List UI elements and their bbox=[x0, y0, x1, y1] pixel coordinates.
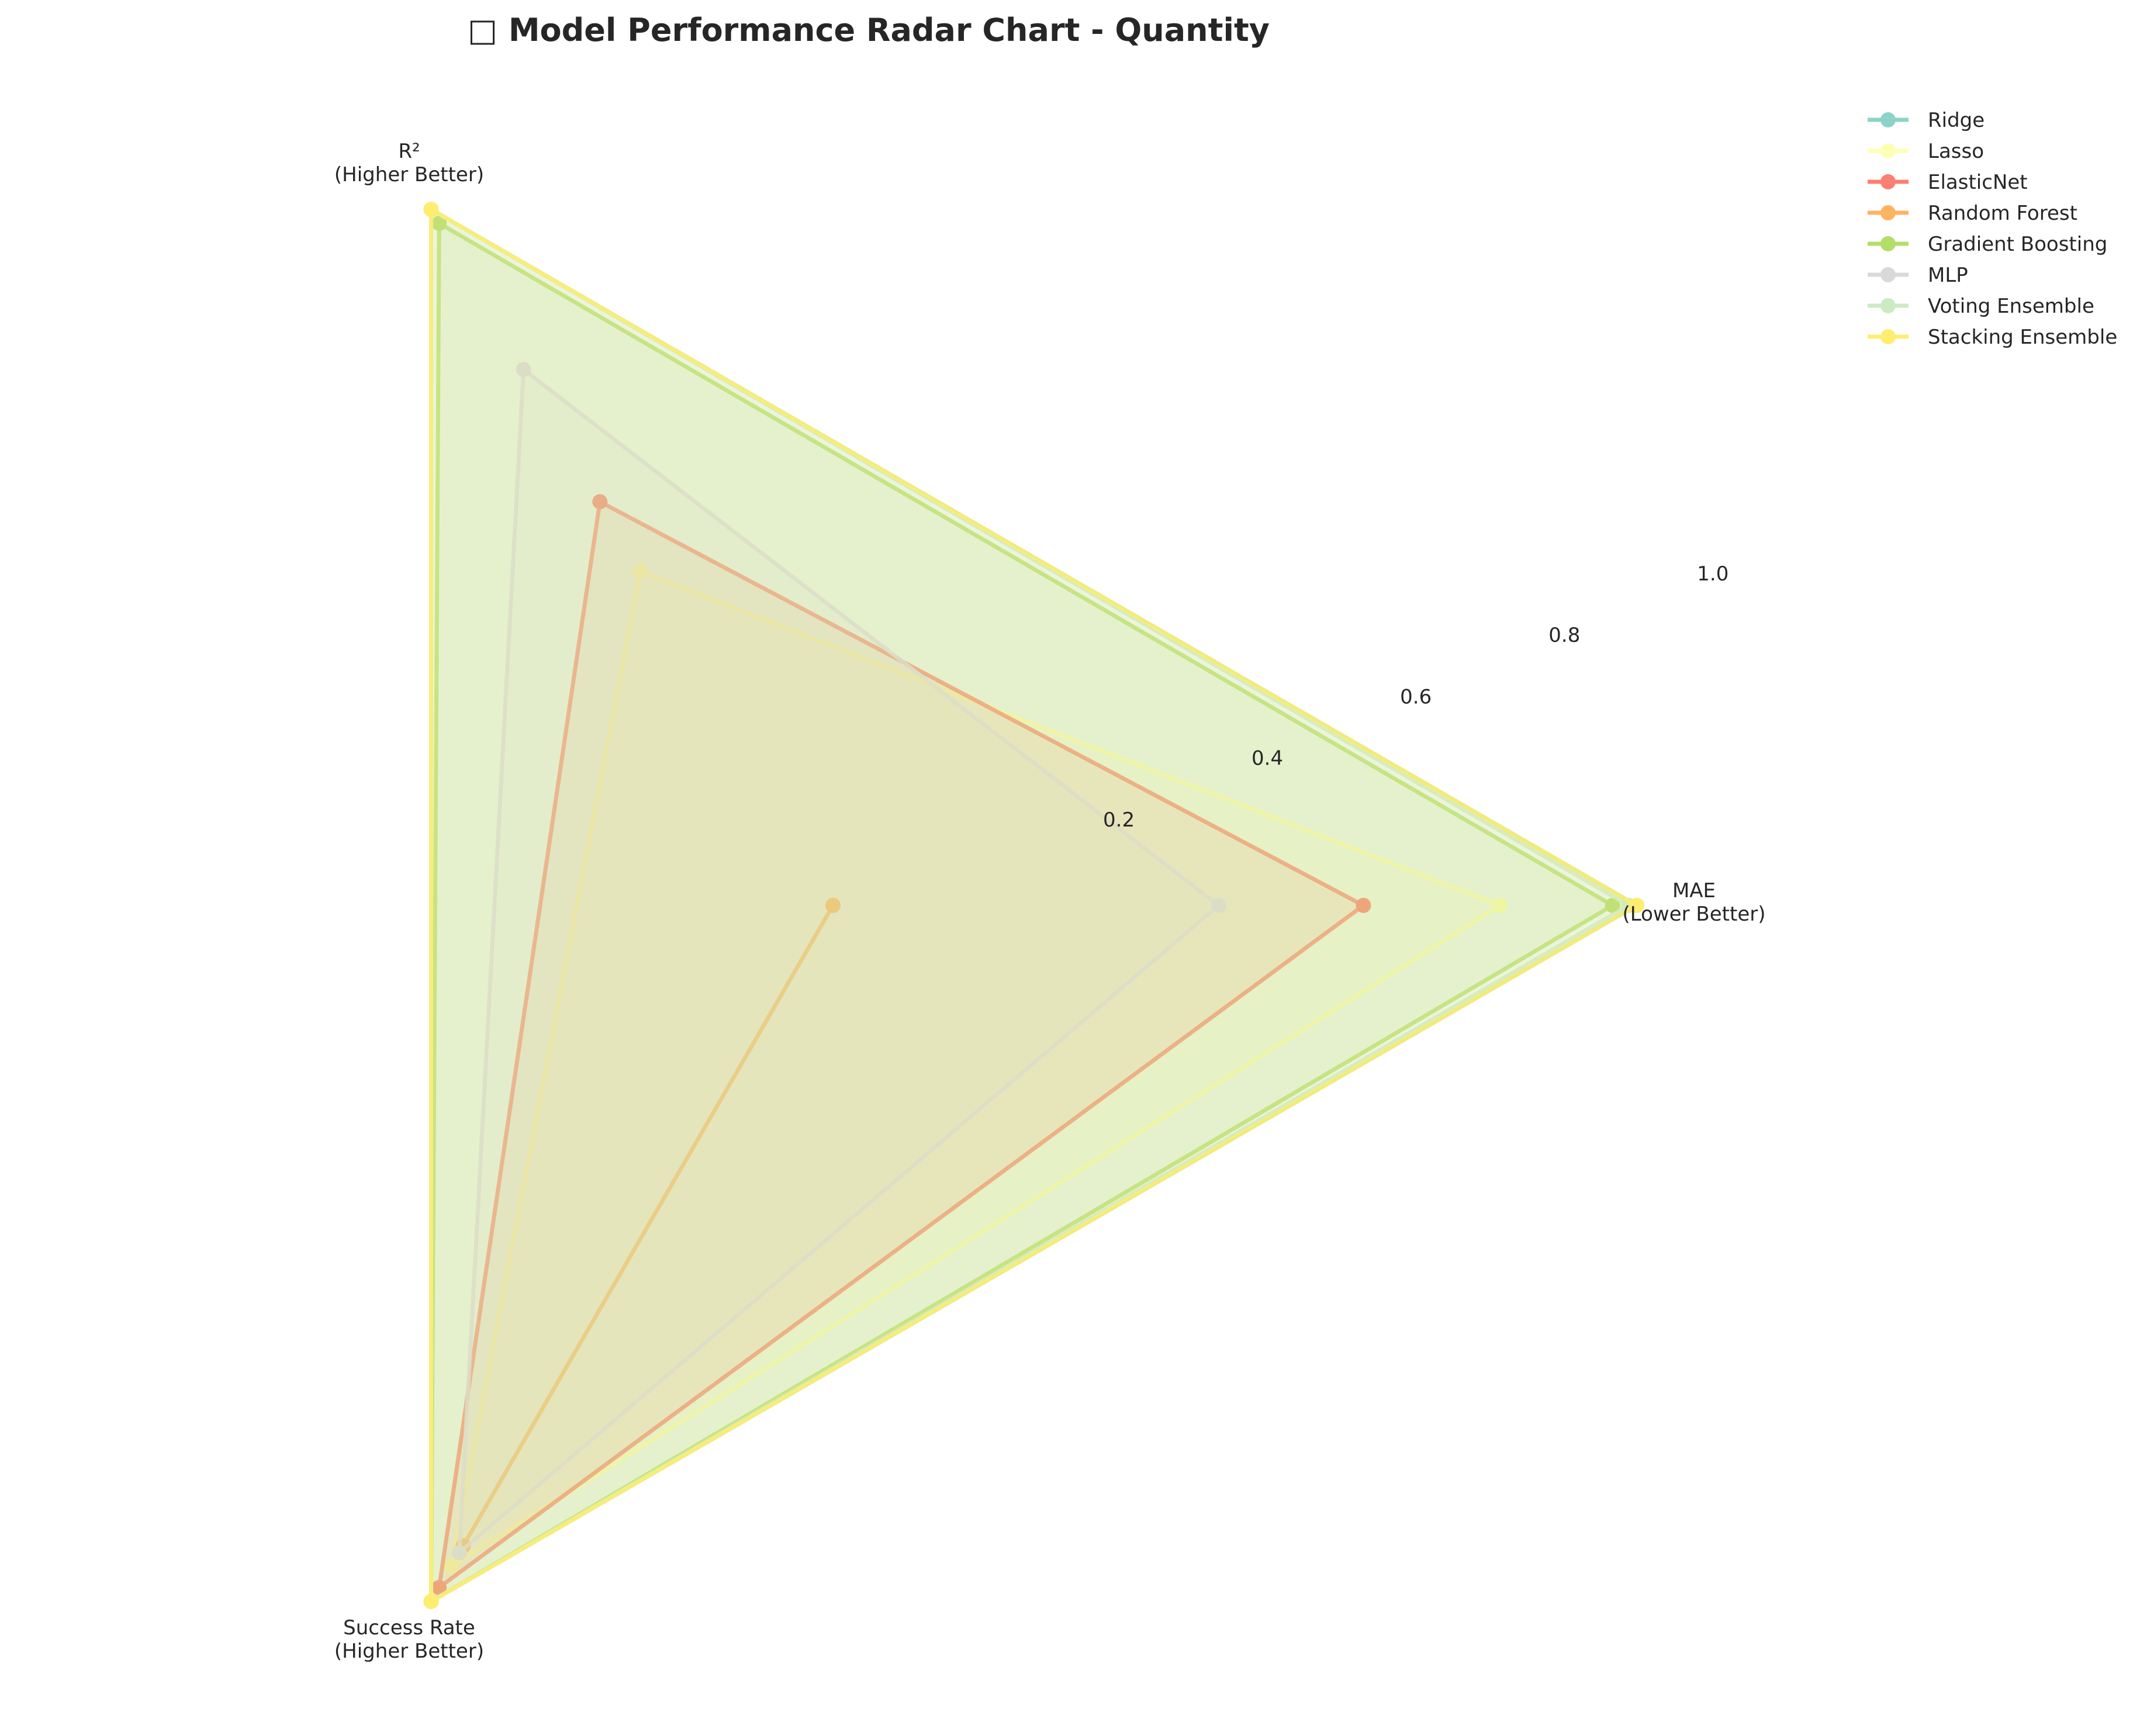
legend-label: Lasso bbox=[1928, 140, 1984, 163]
series-line bbox=[437, 499, 1365, 1590]
legend-label: Stacking Ensemble bbox=[1928, 326, 2117, 349]
legend-marker bbox=[1880, 329, 1896, 344]
legend-marker bbox=[1880, 298, 1896, 313]
series-fill bbox=[431, 209, 1637, 1602]
series-lasso bbox=[443, 563, 1508, 1575]
series-random-forest bbox=[455, 898, 841, 1554]
series-point bbox=[423, 202, 439, 217]
legend-marker bbox=[1880, 236, 1896, 251]
series-stacking-ensemble bbox=[423, 202, 1644, 1609]
series-point bbox=[592, 494, 608, 510]
axis-label: R² bbox=[398, 140, 420, 163]
series-point bbox=[1211, 898, 1226, 913]
series-fill bbox=[431, 209, 1637, 1602]
series-point bbox=[1356, 898, 1371, 913]
legend-item: Ridge bbox=[1868, 109, 1985, 132]
legend-item: Lasso bbox=[1868, 140, 1984, 163]
series-fill bbox=[431, 223, 1613, 1602]
series-fill bbox=[459, 369, 1219, 1553]
legend-label: Ridge bbox=[1928, 109, 1985, 132]
series-point bbox=[516, 362, 531, 378]
series-mlp bbox=[451, 362, 1226, 1561]
radial-tick-label: 0.4 bbox=[1251, 747, 1283, 770]
series-point bbox=[825, 898, 841, 913]
series-fill bbox=[451, 571, 1501, 1567]
axis-label: MAE bbox=[1672, 879, 1716, 902]
legend-item: Random Forest bbox=[1868, 202, 2077, 225]
series-point bbox=[431, 216, 447, 231]
legend-item: ElasticNet bbox=[1868, 171, 2028, 194]
legend-label: Voting Ensemble bbox=[1928, 295, 2094, 318]
radial-tick-layer: 0.2 0.4 0.6 0.8 1.0 bbox=[1103, 562, 1728, 832]
legend-marker bbox=[1880, 267, 1896, 282]
axis-label-layer: MAE(Lower Better)R²(Higher Better)Succes… bbox=[334, 140, 1766, 1663]
legend-marker bbox=[1880, 143, 1896, 158]
legend-marker bbox=[1880, 112, 1896, 127]
series-layer bbox=[423, 202, 1644, 1609]
legend-label: MLP bbox=[1928, 264, 1968, 287]
axis-sublabel: (Higher Better) bbox=[334, 1640, 484, 1663]
legend-item: Stacking Ensemble bbox=[1868, 326, 2117, 349]
series-line bbox=[429, 207, 1639, 1604]
legend-item: Voting Ensemble bbox=[1868, 295, 2094, 318]
axis-sublabel: (Lower Better) bbox=[1623, 902, 1766, 926]
legend-item: Gradient Boosting bbox=[1868, 233, 2107, 256]
series-fill bbox=[439, 502, 1364, 1588]
series-line bbox=[449, 569, 1502, 1569]
series-line bbox=[457, 367, 1221, 1555]
series-fill bbox=[431, 209, 1629, 1602]
radial-tick-label: 0.6 bbox=[1400, 685, 1432, 708]
legend-item: MLP bbox=[1868, 264, 1968, 287]
legend-marker bbox=[1880, 205, 1896, 220]
chart-title: □ Model Performance Radar Chart - Quanti… bbox=[468, 12, 1270, 49]
series-point bbox=[423, 1593, 439, 1609]
series-point bbox=[1492, 898, 1508, 913]
legend-label: ElasticNet bbox=[1928, 171, 2028, 194]
series-point bbox=[431, 1580, 447, 1595]
series-point bbox=[1629, 898, 1644, 913]
axis-sublabel: (Higher Better) bbox=[334, 163, 484, 186]
legend-label: Random Forest bbox=[1928, 202, 2077, 225]
legend: Ridge Lasso ElasticNet Random Forest Gradien… bbox=[1868, 109, 2117, 349]
radial-tick-label: 0.2 bbox=[1103, 808, 1135, 832]
legend-label: Gradient Boosting bbox=[1928, 233, 2107, 256]
radial-tick-label: 0.8 bbox=[1548, 624, 1580, 647]
legend-marker bbox=[1880, 174, 1896, 189]
series-point bbox=[451, 1545, 467, 1561]
series-point bbox=[632, 563, 648, 579]
series-point bbox=[443, 1559, 459, 1575]
series-line bbox=[429, 221, 1615, 1604]
series-point bbox=[1605, 898, 1620, 913]
series-elasticnet bbox=[431, 494, 1371, 1595]
axis-label: Success Rate bbox=[343, 1616, 475, 1640]
radial-tick-label: 1.0 bbox=[1697, 562, 1728, 586]
